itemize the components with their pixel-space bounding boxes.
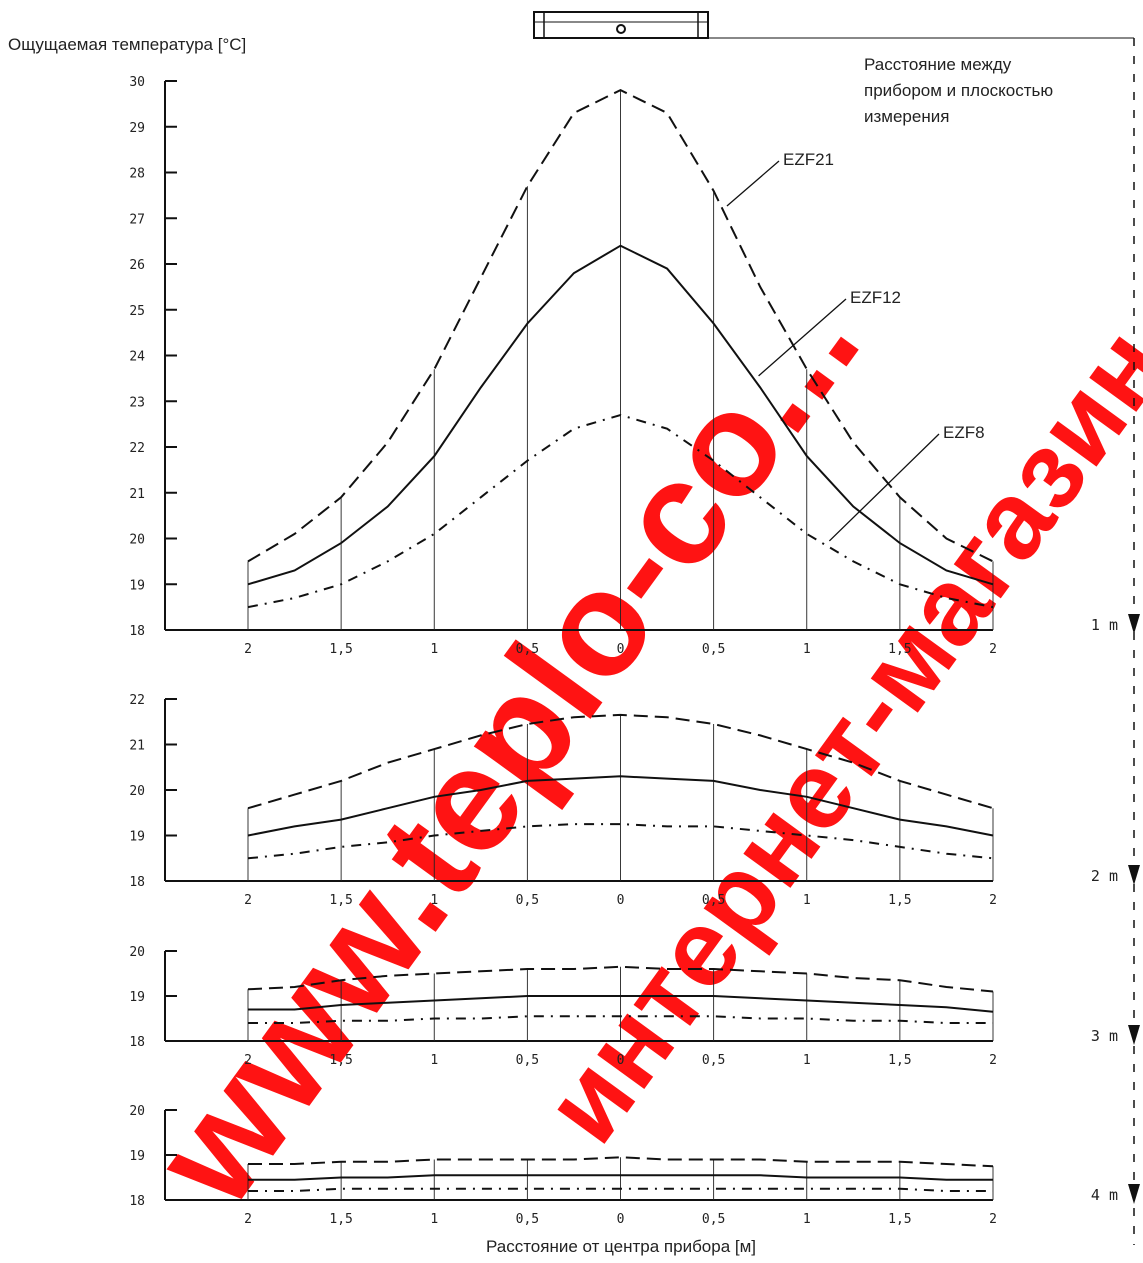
x-tick-label: 2 <box>244 893 252 908</box>
y-tick-label: 24 <box>129 350 145 365</box>
y-tick-label: 30 <box>129 75 145 90</box>
distance-label: 4 m <box>1091 1186 1118 1204</box>
y-tick-label: 19 <box>129 1149 145 1164</box>
y-tick-label: 18 <box>129 875 145 890</box>
y-tick-label: 20 <box>129 784 145 799</box>
chart-panel-3: 18 19 20 2 1,5 1 0,5 0 0,5 1 1,5 2 3 m <box>129 945 1140 1068</box>
x-tick-label: 0,5 <box>516 1053 539 1068</box>
x-tick-label: 1,5 <box>888 893 911 908</box>
x-tick-label: 0 <box>617 642 625 657</box>
legend-leader-ezf8 <box>828 433 940 542</box>
series-line-ezf12 <box>247 244 994 586</box>
series-line-ezf8 <box>248 1187 993 1192</box>
y-tick-label: 22 <box>129 693 145 708</box>
chart-panel-1: 18 19 20 21 22 23 24 25 26 27 28 29 30 2 1,5 1 0,5 0 0,5 1 1… <box>129 75 1140 657</box>
legend-label-ezf12: EZF12 <box>850 288 901 307</box>
arrow-down-icon <box>1128 1025 1140 1045</box>
distance-note-line-1: Расстояние между <box>864 55 1012 74</box>
distance-label: 2 m <box>1091 867 1118 885</box>
x-tick-label: 2 <box>989 1053 997 1068</box>
y-tick-label: 20 <box>129 945 145 960</box>
y-tick-label: 29 <box>129 121 145 136</box>
distance-note: Расстояние между прибором и плоскостью и… <box>864 55 1053 126</box>
y-tick-label: 18 <box>129 1035 145 1050</box>
y-tick-label: 28 <box>129 167 145 182</box>
x-tick-label: 0 <box>617 1053 625 1068</box>
x-tick-label: 2 <box>989 1212 997 1227</box>
series-line-ezf21 <box>248 1156 994 1168</box>
x-tick-label: 2 <box>244 1053 252 1068</box>
series-line-ezf12 <box>248 995 994 1013</box>
x-tick-label: 2 <box>244 642 252 657</box>
legend-leader-ezf12 <box>758 298 847 377</box>
x-tick-label: 0 <box>617 893 625 908</box>
x-tick-label: 1 <box>803 893 811 908</box>
x-tick-label: 1 <box>430 1053 438 1068</box>
x-tick-label: 1 <box>430 1212 438 1227</box>
y-tick-label: 22 <box>129 441 145 456</box>
arrow-down-icon <box>1128 1184 1140 1204</box>
x-tick-label: 1,5 <box>888 642 911 657</box>
x-tick-label: 1,5 <box>888 1053 911 1068</box>
x-tick-label: 2 <box>244 1212 252 1227</box>
x-tick-label: 1 <box>803 642 811 657</box>
x-tick-label: 0,5 <box>702 1053 725 1068</box>
y-tick-label: 19 <box>129 830 145 845</box>
arrow-down-icon <box>1128 614 1140 634</box>
x-tick-label: 1 <box>803 1212 811 1227</box>
series-line-ezf21 <box>247 965 994 993</box>
x-tick-label: 1 <box>430 893 438 908</box>
x-tick-label: 0,5 <box>702 1212 725 1227</box>
y-tick-label: 18 <box>129 1194 145 1209</box>
chart-panel-4: 18 19 20 2 1,5 1 0,5 0 0,5 1 1,5 2 4 m <box>129 1104 1140 1227</box>
distance-label: 3 m <box>1091 1027 1118 1045</box>
y-tick-label: 18 <box>129 624 145 639</box>
y-tick-label: 23 <box>129 395 145 410</box>
x-tick-label: 0,5 <box>516 642 539 657</box>
x-tick-label: 0,5 <box>516 893 539 908</box>
legend-label-ezf8: EZF8 <box>943 423 985 442</box>
x-tick-label: 1,5 <box>329 642 352 657</box>
x-tick-label: 1,5 <box>329 1212 352 1227</box>
series-line-ezf12 <box>247 775 994 837</box>
series-line-ezf21 <box>247 88 994 563</box>
y-tick-label: 21 <box>129 739 145 754</box>
distance-note-line-2: прибором и плоскостью <box>864 81 1053 100</box>
y-tick-label: 26 <box>129 258 145 273</box>
x-tick-label: 1,5 <box>329 1053 352 1068</box>
x-tick-label: 1,5 <box>329 893 352 908</box>
y-tick-label: 27 <box>129 212 145 227</box>
series-line-ezf21 <box>247 713 994 810</box>
x-tick-label: 1 <box>803 1053 811 1068</box>
distance-note-line-3: измерения <box>864 107 949 126</box>
series-line-ezf8 <box>247 413 994 609</box>
heater-device-icon <box>533 11 1134 39</box>
y-tick-label: 19 <box>129 578 145 593</box>
x-tick-label: 0,5 <box>516 1212 539 1227</box>
x-tick-label: 0 <box>617 1212 625 1227</box>
y-tick-label: 20 <box>129 533 145 548</box>
y-tick-label: 20 <box>129 1104 145 1119</box>
y-axis-label: Ощущаемая температура [°C] <box>8 35 246 54</box>
watermark: www.teplo-co... интернет-магазин <box>122 263 1143 1234</box>
legend-label-ezf21: EZF21 <box>783 150 834 169</box>
series-line-ezf12 <box>248 1174 993 1181</box>
x-tick-label: 2 <box>989 642 997 657</box>
series-line-ezf8 <box>248 1015 993 1024</box>
x-tick-label: 1 <box>430 642 438 657</box>
y-tick-label: 19 <box>129 990 145 1005</box>
distance-label: 1 m <box>1091 616 1118 634</box>
x-tick-label: 0,5 <box>702 893 725 908</box>
arrow-down-icon <box>1128 865 1140 885</box>
x-tick-label: 0,5 <box>702 642 725 657</box>
x-axis-label: Расстояние от центра прибора [м] <box>486 1237 756 1256</box>
y-tick-label: 21 <box>129 487 145 502</box>
y-tick-label: 25 <box>129 304 145 319</box>
x-tick-label: 1,5 <box>888 1212 911 1227</box>
x-tick-label: 2 <box>989 893 997 908</box>
legend-leader-ezf21 <box>726 160 780 207</box>
